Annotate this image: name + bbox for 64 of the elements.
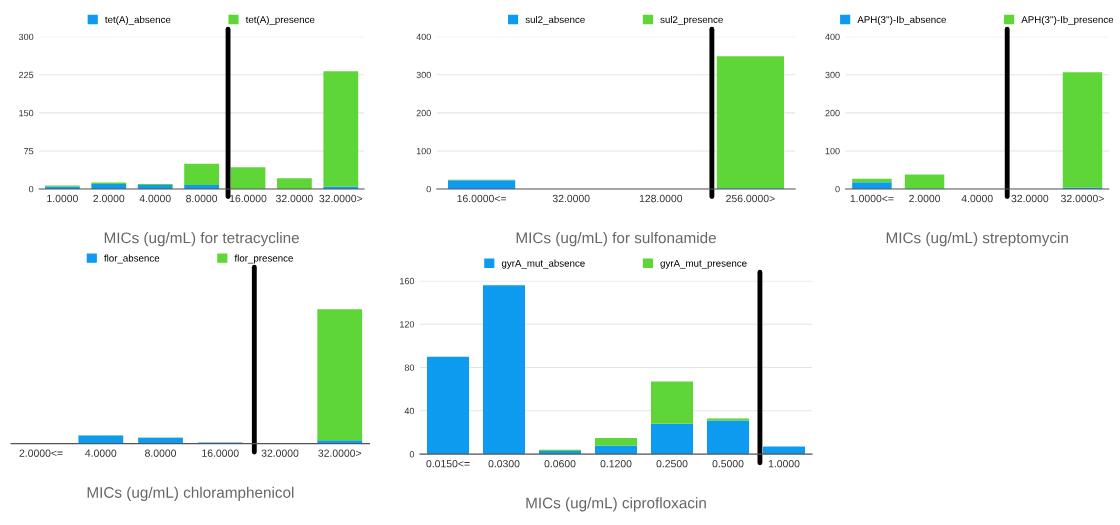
x-tick-label: 32.0000: [261, 449, 299, 457]
x-tick-label: 16.0000: [229, 194, 267, 203]
x-tick-label: 8.0000: [145, 449, 177, 457]
x-tick-label: 32.0000: [552, 194, 590, 203]
x-axis-title: MICs (ug/mL) ciprofloxacin: [526, 497, 706, 512]
y-tick-label: 200: [825, 109, 840, 117]
y-tick-label: 100: [416, 147, 431, 155]
x-tick-label: 8.0000: [186, 194, 218, 203]
x-tick-label: 4.0000: [85, 449, 117, 457]
x-tick-label: 256.0000>: [726, 194, 775, 203]
x-tick-label: 0.5000: [712, 459, 744, 468]
y-tick-label: 225: [19, 71, 34, 79]
legend-label: flor_presence: [234, 254, 293, 264]
legend-label: APH(3'')-Ib_presence: [1021, 15, 1114, 25]
x-tick-label: 0.0150<=: [426, 459, 470, 468]
y-tick-label: 0: [409, 451, 415, 458]
y-tick-label: 100: [825, 147, 840, 155]
x-tick-label: 1.0000: [47, 194, 78, 203]
x-tick-label: 4.0000: [961, 194, 993, 203]
y-tick-label: 0: [835, 185, 840, 193]
y-tick-label: 400: [416, 33, 431, 41]
y-tick-label: 300: [18, 33, 34, 41]
y-tick-label: 160: [400, 277, 415, 285]
x-tick-label: 2.0000: [909, 194, 941, 203]
x-tick-label: 32.0000>: [1061, 194, 1104, 203]
x-tick-label: 0.0600: [544, 459, 576, 468]
y-tick-label: 300: [416, 71, 431, 79]
x-axis-title: MICs (ug/mL) chloramphenicol: [87, 486, 294, 501]
y-tick-label: 300: [825, 71, 840, 79]
x-tick-label: 4.0000: [139, 194, 171, 203]
x-tick-label: 1.0000<=: [850, 194, 894, 203]
x-tick-label: 1.0000: [768, 459, 800, 468]
legend-label: flor_absence: [104, 254, 160, 264]
y-tick-label: 0: [28, 185, 34, 193]
x-tick-label: 32.0000: [1011, 194, 1049, 203]
x-tick-label: 32.0000>: [318, 449, 362, 457]
x-tick-label: 0.1200: [600, 459, 632, 468]
x-tick-label: 32.0000: [275, 194, 313, 203]
legend-label: APH(3'')-Ib_absence: [857, 15, 946, 25]
x-axis-title: MICs (ug/mL) for sulfonamide: [516, 232, 716, 247]
y-tick-label: 400: [825, 33, 840, 41]
x-tick-label: 0.2500: [656, 459, 688, 468]
x-tick-label: 16.0000<=: [457, 194, 506, 203]
x-tick-label: 128.0000: [639, 194, 683, 203]
y-tick-label: 120: [400, 321, 415, 328]
y-tick-label: 200: [416, 109, 431, 117]
y-tick-label: 80: [404, 364, 415, 371]
x-axis-title: MICs (ug/mL) for tetracycline: [104, 232, 299, 247]
y-tick-label: 75: [24, 148, 34, 155]
y-tick-label: 150: [19, 109, 34, 117]
x-tick-label: 2.0000: [93, 194, 125, 203]
y-tick-label: 40: [404, 407, 415, 415]
x-tick-label: 0.0300: [488, 459, 520, 468]
x-tick-label: 16.0000: [202, 449, 239, 457]
legend-label: sul2_absence: [525, 15, 585, 25]
x-tick-label: 2.0000<=: [19, 449, 63, 457]
legend-label: tet(A)_absence: [105, 15, 171, 25]
legend-label: gyrA_mut_presence: [660, 259, 747, 269]
x-tick-label: 32.0000>: [319, 194, 363, 203]
legend-label: gyrA_mut_absence: [501, 259, 585, 269]
y-tick-label: 0: [426, 185, 431, 193]
legend-label: sul2_presence: [660, 15, 723, 25]
legend-label: tet(A)_presence: [245, 15, 315, 25]
x-axis-title: MICs (ug/mL) streptomycin: [886, 232, 1068, 247]
